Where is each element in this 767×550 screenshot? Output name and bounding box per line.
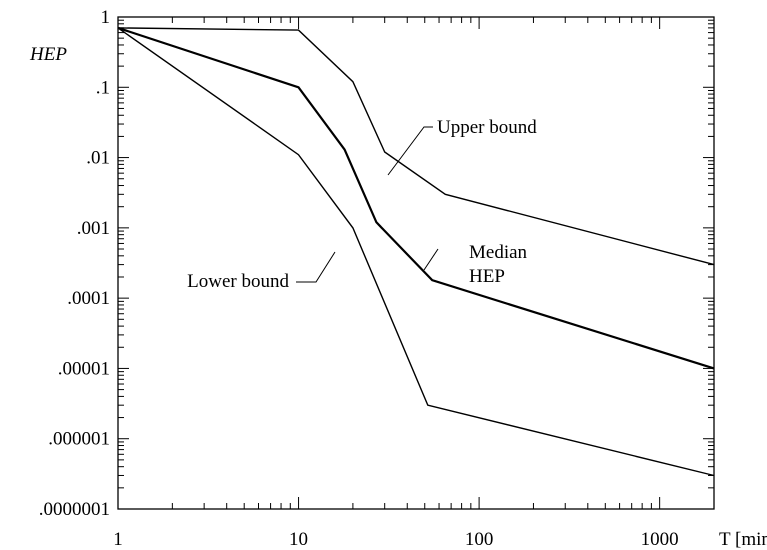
upper-bound-label: Upper bound: [437, 117, 537, 138]
y-tick-label: .1: [96, 77, 110, 98]
lower-bound-line: [117, 27, 715, 477]
y-tick-label: .01: [86, 148, 110, 169]
series-lines: [117, 26, 715, 477]
y-tick-label: .001: [77, 218, 110, 239]
median-hep-label: Median HEP: [469, 242, 528, 287]
lower-bound-leader-line: [296, 251, 336, 283]
x-tick-label: 1000: [641, 529, 679, 550]
x-axis-title: T [min.]: [719, 529, 767, 550]
y-tick-label: 1: [101, 7, 111, 28]
axis-ticks: [117, 16, 715, 510]
y-axis-title: HEP: [29, 44, 67, 65]
median-hep-leader-line: [423, 248, 439, 271]
x-tick-label: 10: [289, 529, 308, 550]
y-tick-label: .00001: [58, 358, 110, 379]
x-tick-label: 1: [113, 529, 123, 550]
series-annotations: Upper bound Median HEP Lower bound: [187, 117, 537, 292]
lower-bound-label: Lower bound: [187, 271, 289, 292]
y-tick-label: .0000001: [39, 499, 110, 520]
plot-frame: [117, 16, 715, 510]
upper-bound-leader-line: [387, 126, 433, 176]
y-tick-label: .0001: [67, 288, 110, 309]
median-hep-line: [117, 26, 715, 370]
y-tick-label: .000001: [48, 429, 110, 450]
upper-bound-line: [117, 27, 715, 266]
x-tick-label: 100: [465, 529, 494, 550]
